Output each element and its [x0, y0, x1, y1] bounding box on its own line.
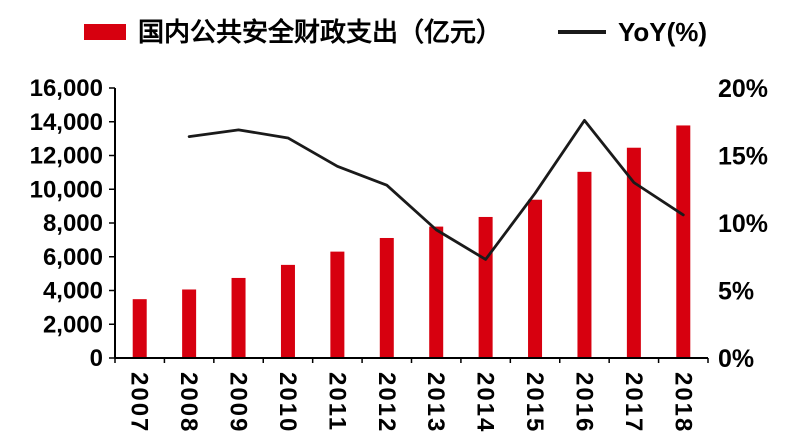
- bar-2010: [280, 264, 295, 358]
- bar-2012: [379, 237, 394, 358]
- svg-text:16,000: 16,000: [30, 75, 103, 102]
- svg-text:2010: 2010: [274, 372, 301, 433]
- svg-text:10%: 10%: [718, 210, 768, 238]
- svg-text:8,000: 8,000: [43, 210, 103, 237]
- bar-series-swatch-icon: [84, 24, 126, 41]
- legend-item-bar-series: 国内公共安全财政支出（亿元）: [84, 18, 502, 47]
- bar-2014: [478, 216, 493, 358]
- svg-text:2017: 2017: [620, 372, 647, 433]
- svg-text:2011: 2011: [323, 372, 350, 432]
- svg-text:15%: 15%: [718, 143, 768, 171]
- bar-series-label: 国内公共安全财政支出（亿元）: [138, 17, 503, 47]
- bar-2017: [626, 147, 641, 358]
- yoy-line: [187, 119, 685, 261]
- bar-2018: [676, 125, 691, 359]
- svg-text:14,000: 14,000: [30, 109, 103, 136]
- bar-2013: [429, 226, 444, 358]
- svg-text:2018: 2018: [669, 372, 696, 433]
- svg-text:2,000: 2,000: [43, 311, 103, 338]
- svg-text:2009: 2009: [225, 372, 252, 433]
- chart-legend: 国内公共安全财政支出（亿元） YoY(%): [84, 18, 707, 47]
- bar-2008: [182, 289, 197, 358]
- svg-text:2013: 2013: [422, 372, 449, 433]
- svg-text:0%: 0%: [718, 345, 754, 373]
- svg-text:10,000: 10,000: [30, 176, 103, 203]
- svg-text:2016: 2016: [570, 372, 597, 433]
- svg-text:2012: 2012: [373, 372, 400, 433]
- svg-text:2015: 2015: [521, 372, 548, 433]
- bar-2009: [231, 277, 246, 358]
- bar-2011: [330, 251, 345, 358]
- svg-text:2014: 2014: [472, 372, 499, 433]
- svg-text:6,000: 6,000: [43, 244, 103, 271]
- svg-text:2007: 2007: [126, 372, 153, 433]
- svg-text:5%: 5%: [718, 278, 754, 306]
- line-series-swatch-icon: [558, 30, 607, 35]
- bar-2007: [132, 299, 147, 358]
- svg-text:2008: 2008: [175, 372, 202, 433]
- legend-item-line-series: YoY(%): [558, 18, 707, 47]
- svg-text:20%: 20%: [718, 75, 768, 103]
- svg-text:12,000: 12,000: [30, 143, 103, 170]
- line-series-label: YoY(%): [618, 17, 708, 47]
- bar-2016: [577, 171, 592, 358]
- svg-text:4,000: 4,000: [43, 278, 103, 305]
- bar-2015: [528, 199, 543, 358]
- svg-text:0: 0: [90, 345, 103, 372]
